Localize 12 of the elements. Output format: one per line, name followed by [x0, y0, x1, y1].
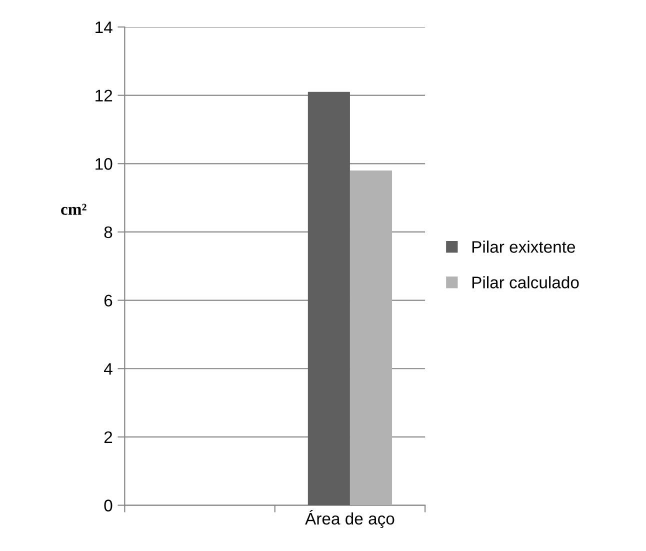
y-axis-title: cm²	[61, 204, 86, 215]
legend-label: Pilar calculado	[472, 276, 579, 288]
y-tick-label: 2	[104, 431, 112, 443]
y-tick-label: 10	[96, 158, 112, 170]
y-tick-label: 12	[96, 90, 112, 102]
y-tick-label: 0	[104, 500, 112, 512]
y-tick-label: 4	[104, 363, 112, 375]
y-tick-label: 8	[104, 226, 112, 238]
y-tick-label: 14	[96, 22, 112, 34]
y-tick-label: 6	[104, 294, 112, 306]
legend-label: Pilar exixtente	[472, 240, 576, 253]
x-tick-label: Área de aço	[305, 510, 394, 528]
